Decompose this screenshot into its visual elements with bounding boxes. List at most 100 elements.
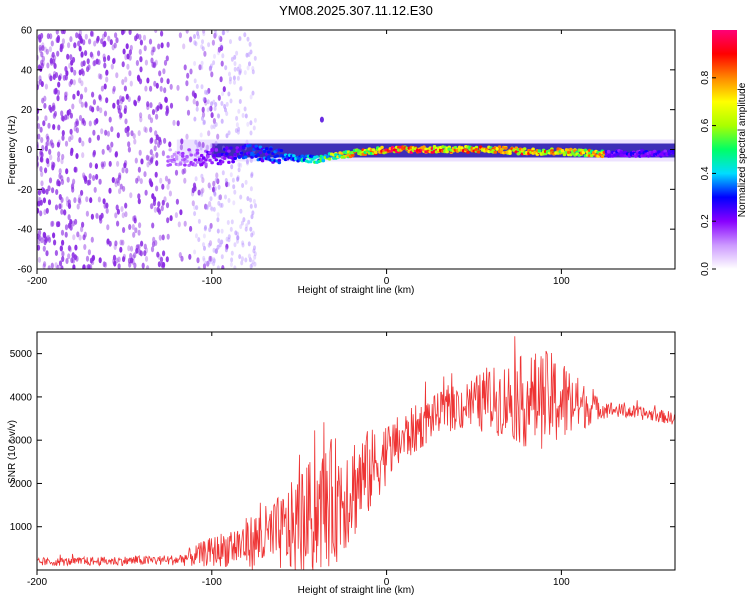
noise-cell — [153, 80, 157, 87]
noise-cell — [218, 35, 222, 41]
noise-cell — [56, 95, 60, 102]
noise-cell — [251, 66, 255, 71]
noise-cell — [234, 128, 238, 134]
noise-cell — [88, 120, 92, 127]
noise-cell — [211, 39, 215, 46]
ridge-cell — [560, 149, 565, 153]
noise-cell — [155, 185, 159, 192]
noise-cell — [155, 160, 159, 167]
ridge-cell — [233, 156, 237, 160]
noise-cell — [205, 90, 209, 96]
noise-cell — [95, 37, 99, 44]
noise-cell — [72, 234, 76, 241]
noise-cell — [72, 264, 76, 269]
noise-cell — [229, 172, 233, 178]
noise-cell — [122, 256, 126, 263]
noise-cell — [144, 189, 148, 196]
noise-cell — [52, 58, 56, 65]
noise-cell — [210, 206, 214, 212]
noise-cell — [133, 262, 137, 269]
noise-cell — [158, 70, 162, 77]
ridge-cell — [174, 157, 179, 161]
noise-cell — [99, 95, 103, 102]
noise-cell — [186, 72, 190, 79]
noise-cell — [67, 42, 71, 49]
noise-cell — [52, 74, 56, 80]
ridge-cell — [264, 152, 269, 156]
noise-cell — [137, 130, 141, 137]
noise-cell — [58, 173, 62, 179]
noise-cell — [221, 53, 225, 59]
noise-cell — [193, 40, 197, 46]
noise-cell — [48, 104, 52, 111]
noise-cell — [219, 43, 223, 48]
noise-cell — [80, 101, 84, 108]
noise-cell — [217, 113, 221, 119]
noise-cell — [185, 95, 189, 102]
noise-cell — [70, 59, 74, 66]
noise-cell — [85, 255, 90, 262]
noise-cell — [214, 102, 218, 107]
noise-cell — [218, 194, 222, 201]
noise-cell — [220, 60, 224, 67]
noise-cell — [224, 247, 228, 253]
noise-cell — [80, 61, 84, 68]
noise-cell — [54, 250, 59, 256]
noise-cell — [238, 70, 242, 76]
noise-cell — [236, 176, 239, 182]
noise-cell — [202, 233, 206, 239]
noise-cell — [104, 129, 108, 136]
noise-cell — [90, 213, 94, 220]
ridge-cell — [195, 160, 200, 164]
noise-cell — [223, 104, 227, 109]
noise-cell — [40, 171, 44, 177]
noise-cell — [204, 225, 207, 230]
noise-cell — [212, 261, 216, 267]
noise-cell — [157, 253, 161, 260]
noise-cell — [144, 85, 148, 92]
noise-cell — [45, 140, 50, 147]
noise-cell — [102, 261, 106, 268]
noise-cell — [172, 119, 176, 126]
noise-cell — [217, 184, 221, 190]
noise-cell — [236, 66, 240, 72]
noise-cell — [233, 54, 237, 60]
noise-cell — [252, 248, 256, 254]
noise-cell — [50, 40, 54, 47]
noise-cell — [152, 236, 156, 243]
noise-cell — [66, 53, 70, 60]
noise-cell — [69, 150, 74, 157]
ridge-cell — [225, 152, 229, 156]
noise-cell — [63, 209, 67, 216]
noise-cell — [214, 141, 218, 146]
noise-cell — [89, 162, 93, 169]
noise-cell — [243, 70, 247, 76]
noise-cell — [222, 30, 226, 36]
noise-cell — [56, 50, 60, 57]
x-tick-label: 100 — [553, 276, 570, 287]
noise-cell — [210, 112, 214, 119]
noise-cell — [179, 209, 183, 216]
noise-cell — [64, 114, 68, 121]
noise-cell — [103, 62, 107, 69]
noise-cell — [64, 95, 68, 102]
noise-cell — [182, 43, 186, 50]
noise-cell — [111, 88, 116, 95]
noise-cell — [149, 180, 153, 187]
noise-cell — [51, 220, 55, 227]
noise-cell — [117, 263, 121, 269]
noise-cell — [208, 227, 212, 233]
noise-cell — [196, 34, 200, 40]
noise-cell — [126, 63, 130, 70]
noise-cell — [202, 30, 206, 34]
ridge-cell — [262, 149, 267, 153]
noise-cell — [122, 253, 126, 260]
noise-cell — [38, 197, 42, 203]
noise-cell — [202, 119, 206, 125]
noise-cell — [212, 247, 216, 253]
noise-cell — [161, 183, 165, 190]
noise-cell — [51, 51, 55, 58]
noise-cell — [194, 176, 198, 182]
noise-cell — [47, 122, 51, 129]
noise-cell — [246, 196, 250, 202]
